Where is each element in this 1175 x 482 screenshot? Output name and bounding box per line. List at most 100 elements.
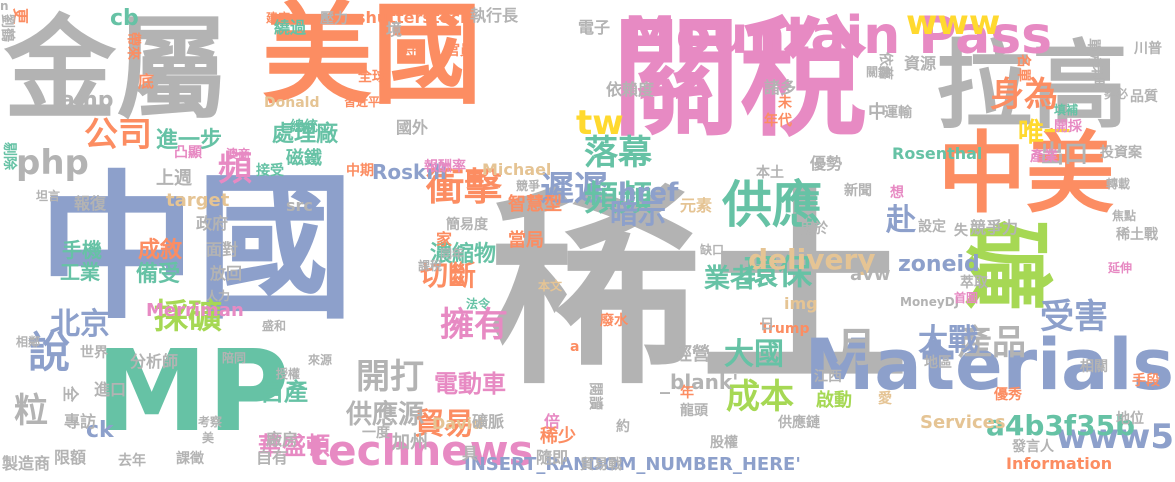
cloud-word: 華盛頓: [258, 432, 330, 460]
cloud-word: 地區: [924, 355, 952, 371]
cloud-word: 備受: [136, 262, 181, 287]
cloud-word: 貿易: [414, 407, 474, 442]
cloud-word: 劉鶴: [0, 14, 15, 42]
cloud-word: 稀少: [540, 426, 576, 447]
cloud-word: 自產: [260, 378, 308, 406]
cloud-word: 電動車: [434, 370, 506, 398]
cloud-word: www: [906, 3, 1001, 43]
cloud-word: 想: [890, 185, 904, 201]
cloud-word: 依賴度: [606, 80, 655, 99]
cloud-word: Merriman: [146, 300, 244, 321]
cloud-word: Mountain Pass: [624, 6, 1053, 66]
cloud-word: 出口: [1040, 140, 1088, 168]
cloud-word: 分析師: [130, 352, 179, 371]
cloud-word: 磁鐵: [286, 148, 322, 169]
cloud-word: 剔除: [1, 142, 17, 170]
cloud-word: 川普: [1134, 41, 1162, 57]
cloud-word: 底: [138, 72, 155, 91]
cloud-word: 龍頭: [680, 403, 708, 419]
cloud-word: img: [784, 294, 818, 313]
cloud-word: 地位: [1116, 411, 1144, 427]
cloud-word: 具: [462, 444, 479, 463]
cloud-word: 優秀: [994, 387, 1022, 403]
cloud-word: amp: [60, 88, 114, 113]
cloud-word: 濃縮物: [430, 242, 497, 267]
cloud-word: 報復: [74, 194, 107, 213]
cloud-word: 稀土: [490, 168, 911, 413]
cloud-word: 專訪: [64, 412, 97, 431]
cloud-word: 美國: [262, 0, 482, 119]
cloud-word: 進一步: [156, 128, 223, 153]
cloud-word: Donald: [264, 95, 320, 111]
cloud-word: 唯一: [1018, 118, 1071, 148]
cloud-word: 開採: [1054, 119, 1082, 135]
cloud-word: src: [286, 196, 313, 215]
cloud-word: 全: [61, 386, 80, 403]
cloud-word: 放回: [210, 264, 243, 283]
cloud-word: 去年: [118, 453, 146, 469]
cloud-word: 單方: [1085, 38, 1101, 66]
cloud-word: a: [570, 339, 580, 355]
cloud-word: 採礦: [154, 297, 222, 337]
cloud-word: php: [16, 143, 89, 183]
cloud-word: 月: [836, 325, 876, 371]
cloud-word: 稀土戰: [1116, 227, 1158, 243]
cloud-word: 澳商: [226, 147, 251, 161]
cloud-word: 延伸: [1108, 261, 1133, 275]
cloud-word: 帶來: [125, 32, 141, 60]
cloud-word: 本文: [538, 279, 563, 293]
cloud-word: 處理廠: [272, 122, 339, 147]
cloud-word: 供應鏈: [778, 415, 820, 431]
cloud-word: 經營: [674, 344, 710, 365]
cloud-word: 焦點: [1112, 209, 1137, 223]
cloud-word: 頻頻: [584, 179, 652, 219]
cloud-word: 江西: [814, 369, 842, 385]
cloud-word: 世界: [80, 345, 108, 361]
cloud-word: Trump: [760, 321, 810, 337]
cloud-word: 勢必: [1104, 87, 1129, 101]
cloud-word: 加州: [392, 432, 428, 453]
cloud-word: Rosenthal: [892, 144, 983, 163]
cloud-word: 粒: [14, 391, 48, 431]
cloud-word: 家: [436, 230, 453, 249]
cloud-word: 同年: [440, 247, 465, 261]
cloud-word: 說: [28, 328, 71, 377]
cloud-word: delivery: [748, 243, 876, 276]
cloud-word: 境: [386, 20, 403, 39]
cloud-word: 年: [680, 385, 694, 401]
cloud-word: 上週: [156, 168, 192, 189]
cloud-word: 手機: [62, 238, 102, 262]
cloud-word: Michael: [482, 160, 552, 179]
cloud-word: 課徵: [176, 451, 204, 467]
cloud-word: Materials: [804, 324, 1174, 406]
cloud-word: 品質: [1130, 89, 1158, 105]
cloud-word: 報酬率: [424, 159, 466, 175]
cloud-word: 壓力: [320, 11, 348, 27]
cloud-word: href: [618, 178, 679, 208]
cloud-word: 考察: [198, 415, 223, 429]
cloud-word: 遲遲: [540, 169, 608, 209]
cloud-word: 關稅: [612, 5, 869, 154]
cloud-word: n: [0, 0, 9, 13]
cloud-word: 一度: [362, 425, 390, 441]
cloud-word: 年代: [764, 113, 792, 129]
cloud-word: 未: [778, 95, 792, 111]
cloud-word: 金屬: [4, 5, 228, 135]
cloud-word: 元素: [680, 196, 713, 215]
cloud-word: 公司: [84, 115, 152, 155]
cloud-word: 中: [868, 102, 886, 123]
cloud-word: 本土: [756, 165, 784, 181]
cloud-word: 製造商: [2, 454, 51, 473]
cloud-word: 相鄰: [16, 335, 41, 349]
cloud-word: 自有: [256, 448, 289, 467]
cloud-word: 競爭力: [970, 218, 1019, 237]
cloud-word: MoneyDJ: [900, 295, 960, 309]
cloud-word: a4b3f35b: [986, 409, 1136, 442]
cloud-word: 授權: [276, 367, 301, 381]
cloud-word: 關鍵: [866, 65, 891, 79]
cloud-word: 愛: [878, 391, 892, 407]
cloud-word: 競爭: [516, 179, 541, 193]
cloud-word: _blank': [660, 370, 739, 394]
cloud-word: 填補: [1054, 103, 1079, 117]
cloud-word: 中美: [938, 122, 1115, 225]
